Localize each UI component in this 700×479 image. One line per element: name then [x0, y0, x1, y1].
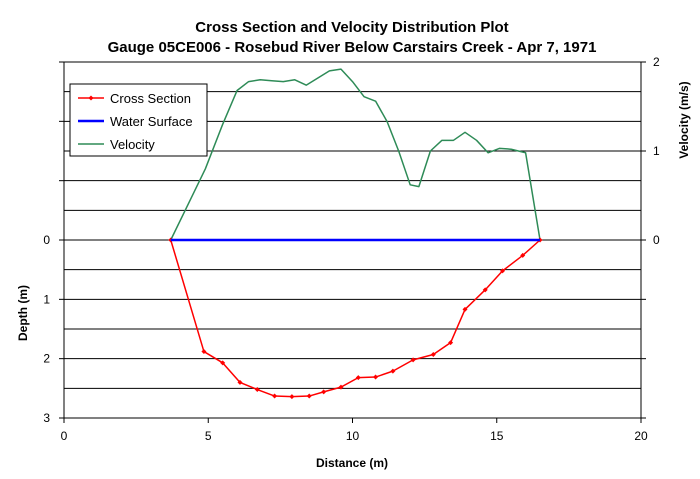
legend: Cross Section Water Surface Velocity: [69, 83, 208, 157]
velocity-tick-label: 2: [653, 55, 660, 69]
left-axis-title: Depth (m): [16, 285, 30, 341]
velocity-line: [170, 68, 541, 241]
cross-section-line: [170, 239, 541, 398]
cross-section-point: [289, 394, 295, 400]
x-tick-label: 5: [205, 429, 212, 443]
x-tick-label: 20: [634, 429, 648, 443]
cross-section-point: [355, 375, 361, 381]
chart-title: Cross Section and Velocity Distribution …: [195, 19, 508, 36]
cross-section-point: [306, 393, 312, 399]
x-axis-title: Distance (m): [316, 456, 388, 470]
cross-section-point: [448, 340, 454, 346]
cross-section-point: [220, 360, 226, 366]
legend-marker-cross-section: [88, 95, 94, 101]
depth-tick-label: 1: [43, 292, 50, 306]
cross-section-point: [373, 374, 379, 380]
velocity-tick-label: 1: [653, 144, 660, 158]
series-layer: [168, 68, 543, 400]
depth-tick-label: 3: [43, 411, 50, 425]
x-tick-label: 10: [346, 429, 360, 443]
cross-section-point: [201, 349, 207, 355]
cross-section-point: [390, 368, 396, 374]
cross-section-point: [237, 379, 243, 385]
cross-section-point: [272, 393, 278, 399]
cross-section-point: [462, 306, 468, 312]
x-tick-label: 0: [61, 429, 68, 443]
cross-section-point: [430, 352, 436, 358]
x-tick-label: 15: [490, 429, 504, 443]
legend-label-water-surface: Water Surface: [110, 114, 193, 129]
depth-tick-label: 2: [43, 352, 50, 366]
depth-tick-label: 0: [43, 233, 50, 247]
cross-section-point: [500, 268, 506, 274]
cross-section-point: [410, 357, 416, 363]
cross-section-point: [254, 387, 260, 393]
legend-label-cross-section: Cross Section: [110, 91, 191, 106]
cross-section-point: [338, 384, 344, 390]
chart-subtitle: Gauge 05CE006 - Rosebud River Below Cars…: [108, 39, 597, 56]
cross-section-point: [482, 287, 488, 293]
cross-section-point: [321, 389, 327, 395]
velocity-tick-label: 0: [653, 233, 660, 247]
legend-label-velocity: Velocity: [110, 137, 155, 152]
cross-section-point: [520, 252, 526, 258]
right-axis-title: Velocity (m/s): [677, 81, 691, 158]
